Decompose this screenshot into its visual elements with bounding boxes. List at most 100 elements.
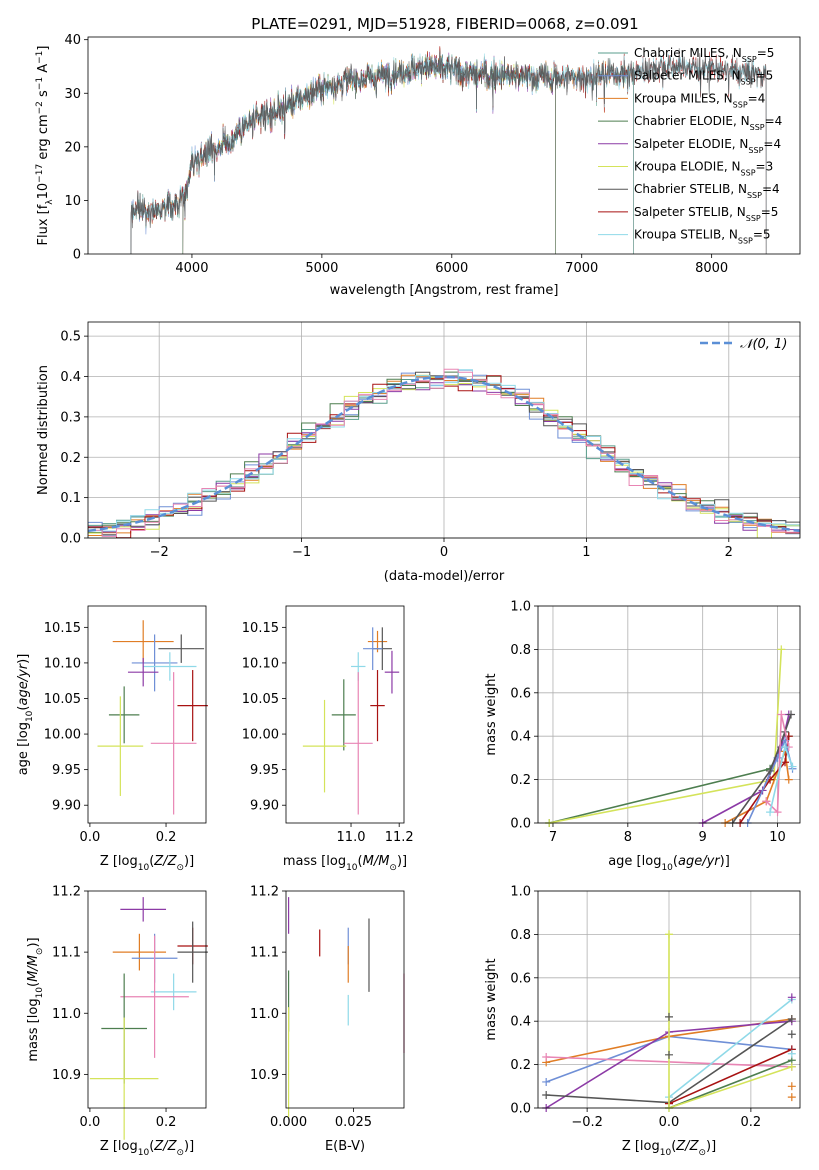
y-tick-label: 11.0	[250, 1007, 279, 1022]
y-tick-label: 0	[73, 248, 81, 263]
panel-residuals: −2 −1 0 1 2 0.0 0.1 0.2 0.3 0.4 0.5 (data-model)/er…	[36, 321, 801, 584]
y-tick-label: 11.0	[52, 1007, 81, 1022]
weight-marker	[665, 1012, 673, 1021]
weight-marker	[781, 743, 790, 752]
y-tick-label: 0.2	[60, 451, 81, 466]
panel-age_vs_Z: 0.0 0.2 9.90 9.95 10.00 10.05 10.10 10.15 Z [log…	[16, 605, 208, 873]
y-tick-label: 11.1	[250, 946, 279, 961]
legend-label: Salpeter MILES, NSSP=5	[634, 69, 773, 87]
panel-mass_vs_Z: 0.0 0.2 10.9 11.0 11.1 11.2 Z [log10(Z/Z⊙)] mas…	[26, 885, 208, 1158]
weight-marker	[665, 930, 673, 939]
y-tick-label: 10.00	[44, 728, 81, 743]
figure-title: PLATE=0291, MJD=51928, FIBERID=0068, z=0…	[251, 15, 638, 33]
weight-line	[668, 998, 793, 1098]
y-axis-label: mass weight	[484, 958, 499, 1040]
legend-label: Chabrier STELIB, NSSP=4	[634, 182, 780, 200]
x-tick-label: 0.0	[80, 830, 101, 845]
weight-marker	[777, 710, 786, 719]
x-tick-label: 7	[549, 830, 557, 845]
y-tick-label: 0.4	[510, 730, 531, 745]
weight-marker	[762, 797, 771, 806]
weight-marker	[787, 710, 796, 719]
x-axis-label: mass [log10(M/M⊙)]	[283, 854, 407, 873]
y-tick-label: 0.0	[60, 532, 81, 547]
x-axis-label: (data-model)/error	[384, 569, 505, 584]
y-tick-label: 10.05	[242, 692, 279, 707]
axes-frame	[537, 890, 801, 1109]
x-tick-label: 0.025	[335, 1115, 372, 1130]
y-tick-label: 0.6	[510, 686, 531, 701]
y-tick-label: 9.90	[52, 799, 81, 814]
weight-marker	[542, 1090, 551, 1099]
x-tick-label: 10	[769, 830, 786, 845]
weight-marker	[773, 808, 782, 817]
weight-marker	[542, 1077, 551, 1086]
y-axis-label: mass [log10(M/M⊙)]	[26, 937, 45, 1061]
x-tick-label: −1	[292, 545, 311, 560]
y-tick-label: 10.9	[250, 1068, 279, 1083]
y-tick-label: 0.0	[510, 817, 531, 832]
spectrum-line-chabrier-stelib	[130, 48, 767, 255]
weight-marker	[766, 766, 775, 775]
panel-weight_vs_Z: −0.2 0.0 0.2 0.0 0.2 0.4 0.6 0.8 1.0 Z [log10(Z/Z…	[484, 885, 801, 1158]
x-tick-label: 0.0	[659, 1115, 680, 1130]
x-axis-label: Z [log10(Z/Z⊙)]	[622, 1139, 716, 1158]
axes-frame	[87, 321, 801, 539]
y-tick-label: 10.9	[52, 1068, 81, 1083]
weight-marker	[784, 775, 793, 784]
x-tick-label: 8000	[695, 261, 728, 276]
y-axis-label: mass weight	[484, 673, 499, 755]
weight-marker	[787, 1015, 796, 1024]
x-tick-label: 4000	[175, 261, 208, 276]
y-tick-label: 10	[64, 194, 81, 209]
legend-label: Kroupa ELODIE, NSSP=3	[634, 160, 773, 178]
weight-marker	[781, 758, 790, 767]
weight-marker	[787, 1062, 796, 1071]
y-tick-label: 11.2	[52, 885, 81, 900]
x-tick-label: 0.2	[156, 1115, 177, 1130]
y-axis-label: age [log10(age/yr)]	[16, 654, 35, 776]
y-tick-label: 40	[64, 33, 81, 48]
y-tick-label: 0.6	[510, 971, 531, 986]
x-tick-label: −0.2	[571, 1115, 603, 1130]
y-tick-label: 9.90	[250, 799, 279, 814]
x-tick-label: 0.000	[270, 1115, 307, 1130]
legend-label: Salpeter STELIB, NSSP=5	[634, 205, 778, 223]
panel-weight_vs_age: 7 8 9 10 0.0 0.2 0.4 0.6 0.8 1.0 age [log10(age/yr…	[484, 600, 801, 873]
axes-frame	[87, 890, 207, 1109]
weight-marker	[766, 808, 775, 817]
y-tick-label: 10.05	[44, 692, 81, 707]
x-axis-label: wavelength [Angstrom, rest frame]	[330, 283, 559, 298]
weight-line	[731, 714, 792, 824]
y-tick-label: 11.2	[250, 885, 279, 900]
panel-spectrum: 4000 5000 6000 7000 8000 0 10 20 30 40 wavelength …	[35, 33, 801, 298]
axes-frame	[87, 36, 801, 255]
weight-marker	[787, 993, 796, 1002]
y-tick-label: 10.15	[242, 621, 279, 636]
x-tick-label: 11.0	[337, 830, 366, 845]
y-tick-label: 0.2	[510, 773, 531, 788]
x-tick-label: 0.2	[741, 1115, 762, 1130]
axes-frame	[537, 605, 801, 824]
x-tick-label: −2	[150, 545, 169, 560]
legend-label: Kroupa MILES, NSSP=4	[634, 91, 765, 109]
normal-curve	[87, 375, 801, 533]
y-tick-label: 9.95	[52, 763, 81, 778]
y-tick-label: 0.0	[510, 1102, 531, 1117]
y-tick-label: 0.8	[510, 643, 531, 658]
x-tick-label: 0.0	[80, 1115, 101, 1130]
x-tick-label: 11.2	[385, 830, 414, 845]
y-tick-label: 20	[64, 140, 81, 155]
x-tick-label: 8	[624, 830, 632, 845]
x-tick-label: 0.2	[156, 830, 177, 845]
x-axis-label: E(B-V)	[325, 1139, 365, 1154]
weight-line	[724, 751, 790, 824]
histogram-pink	[88, 368, 800, 537]
y-tick-label: 0.3	[60, 410, 81, 425]
weight-marker	[787, 1049, 796, 1058]
y-tick-label: 30	[64, 87, 81, 102]
weight-marker	[777, 645, 786, 654]
y-tick-label: 1.0	[510, 600, 531, 615]
y-tick-label: 0.4	[510, 1015, 531, 1030]
